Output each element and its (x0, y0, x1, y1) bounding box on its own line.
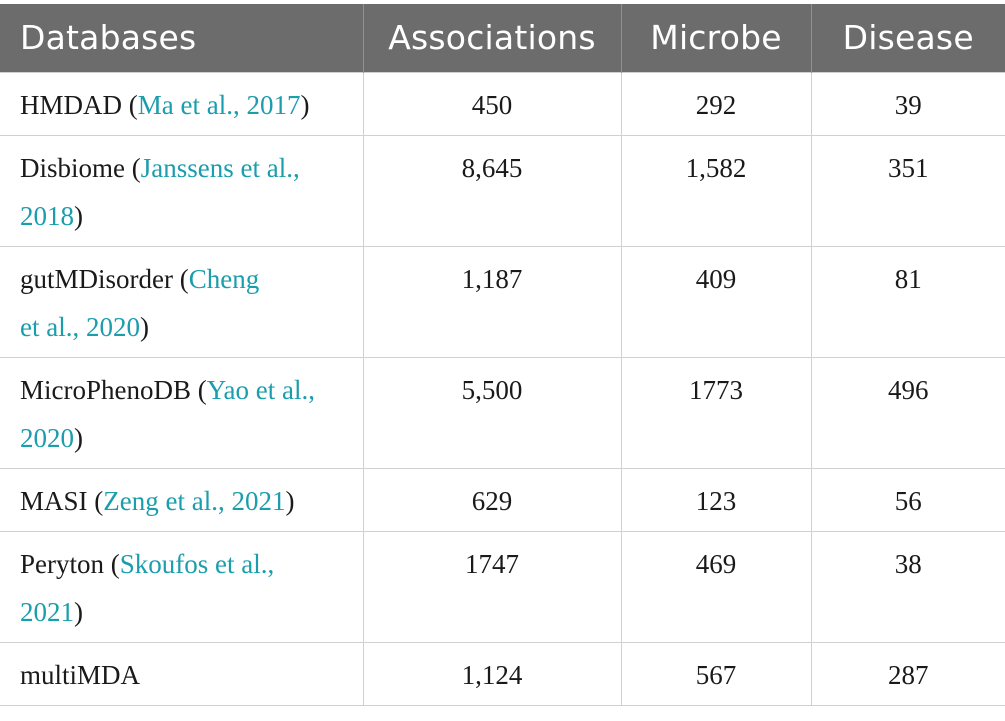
microbe-cell: 469 (620, 530, 811, 642)
database-cell: Disbiome (Janssens et al., 2018) (0, 134, 363, 246)
disease-cell: 496 (810, 356, 1005, 468)
header-microbe: Microbe (620, 4, 811, 72)
citation-link[interactable]: Ma et al., 2017 (137, 89, 301, 120)
database-cell: multiMDA (0, 641, 363, 706)
database-name: Disbiome (20, 152, 125, 183)
citation-link[interactable]: Cheng et al., 2020 (20, 263, 260, 342)
citation-link[interactable]: Yao et al., 2020 (20, 374, 316, 453)
disease-cell: 39 (810, 71, 1005, 135)
disease-cell: 351 (810, 134, 1005, 246)
citation-link[interactable]: Skoufos et al., 2021 (20, 548, 275, 627)
database-comparison-table: Databases Associations Microbe Disease H… (0, 4, 1005, 706)
associations-cell: 450 (362, 71, 621, 135)
microbe-cell: 292 (620, 71, 811, 135)
associations-cell: 8,645 (362, 134, 621, 246)
table-row: Disbiome (Janssens et al., 2018) 8,645 1,… (0, 134, 1005, 246)
associations-cell: 5,500 (362, 356, 621, 468)
table-row: gutMDisorder (Cheng et al., 2020) 1,187 4… (0, 245, 1005, 357)
database-cell: gutMDisorder (Cheng et al., 2020) (0, 245, 363, 357)
associations-cell: 629 (362, 467, 621, 531)
header-disease: Disease (810, 4, 1005, 72)
table-row: HMDAD (Ma et al., 2017) 450 292 39 (0, 71, 1005, 135)
database-name: MicroPhenoDB (20, 374, 191, 405)
database-cell: HMDAD (Ma et al., 2017) (0, 71, 363, 135)
disease-cell: 287 (810, 641, 1005, 706)
associations-cell: 1747 (362, 530, 621, 642)
header-associations: Associations (362, 4, 621, 72)
citation-link[interactable]: Zeng et al., 2021 (103, 485, 286, 516)
database-cell: MASI (Zeng et al., 2021) (0, 467, 363, 531)
table-row: MicroPhenoDB (Yao et al., 2020) 5,500 177… (0, 356, 1005, 468)
database-name: HMDAD (20, 89, 123, 120)
microbe-cell: 1773 (620, 356, 811, 468)
microbe-cell: 1,582 (620, 134, 811, 246)
table-row: MASI (Zeng et al., 2021) 629 123 56 (0, 467, 1005, 531)
associations-cell: 1,187 (362, 245, 621, 357)
disease-cell: 56 (810, 467, 1005, 531)
citation-link[interactable]: Janssens et al., 2018 (20, 152, 300, 231)
associations-cell: 1,124 (362, 641, 621, 706)
table-body: HMDAD (Ma et al., 2017) 450 292 39 Disbi… (0, 71, 1005, 706)
header-databases: Databases (20, 18, 197, 58)
disease-cell: 38 (810, 530, 1005, 642)
database-cell: Peryton (Skoufos et al., 2021) (0, 530, 363, 642)
database-name: multiMDA (20, 659, 141, 690)
table-row: Peryton (Skoufos et al., 2021) 1747 469 3… (0, 530, 1005, 642)
microbe-cell: 409 (620, 245, 811, 357)
microbe-cell: 567 (620, 641, 811, 706)
microbe-cell: 123 (620, 467, 811, 531)
database-name: Peryton (20, 548, 104, 579)
database-name: gutMDisorder (20, 263, 173, 294)
database-cell: MicroPhenoDB (Yao et al., 2020) (0, 356, 363, 468)
table-header-row: Databases Associations Microbe Disease (0, 4, 1005, 72)
database-name: MASI (20, 485, 88, 516)
disease-cell: 81 (810, 245, 1005, 357)
table-row: multiMDA 1,124 567 287 (0, 641, 1005, 706)
